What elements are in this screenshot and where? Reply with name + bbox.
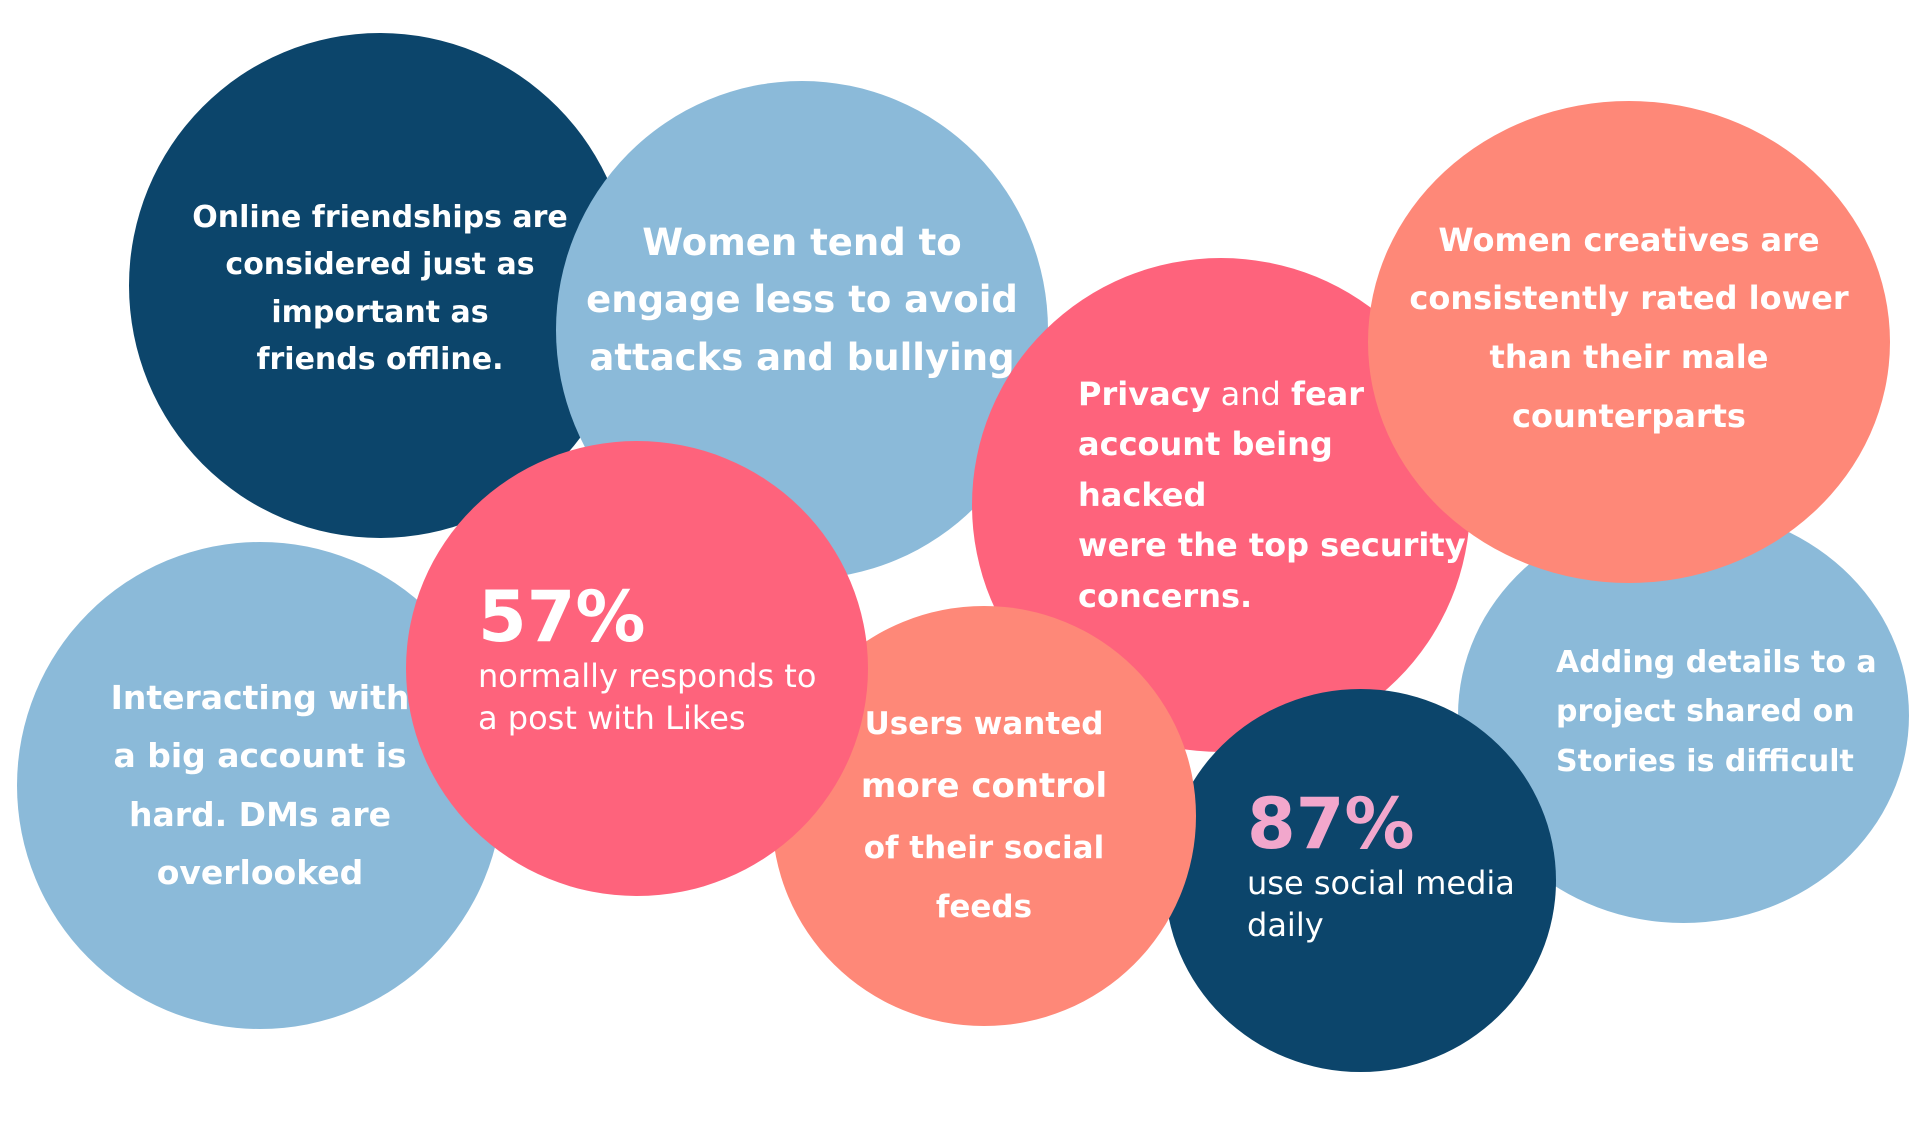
text-line: Stories is difficult [1556, 743, 1854, 779]
text-line: Interacting with [110, 678, 410, 718]
bubble-stat-57: 57% normally responds to a post with Lik… [406, 441, 868, 896]
text-line: Users wanted [864, 706, 1104, 743]
stat-description-line: a post with Likes [478, 698, 746, 737]
bubble-women-creatives: Women creatives are consistently rated l… [1368, 101, 1890, 583]
text-line: Women tend to [642, 220, 962, 264]
bubble-text: Adding details to a project shared on St… [1556, 638, 1877, 786]
bubble-stat-87: 87% use social media daily [1165, 689, 1556, 1072]
bubble-text: Users wanted more control of their socia… [861, 695, 1107, 936]
stat-description-line: daily [1247, 905, 1324, 944]
text-line: of their social [863, 829, 1105, 866]
text-line: were the top security [1078, 526, 1466, 565]
text-line: consistently rated lower [1409, 279, 1849, 318]
text-line: friends offline. [256, 341, 504, 377]
bubble-text: Privacy and fear of account being hacked… [1078, 369, 1470, 622]
text-line: attacks and bullying [589, 335, 1015, 379]
text-line: considered just as [225, 247, 535, 283]
text-line: Online friendships are [192, 200, 568, 236]
text-line: project shared on [1556, 694, 1855, 730]
text-plain: and [1210, 374, 1292, 413]
text-line: a big account is [113, 736, 407, 776]
text-line: counterparts [1512, 396, 1746, 435]
bubble-women-engage: Women tend to engage less to avoid attac… [556, 81, 1048, 579]
stat-description-line: normally responds to [478, 657, 817, 695]
bubble-text: Women tend to engage less to avoid attac… [586, 214, 1018, 386]
stat-value: 57% [478, 576, 646, 658]
text-line: Adding details to a [1556, 645, 1877, 681]
text-line: Women creatives are [1438, 220, 1820, 259]
text-line: important as [271, 294, 489, 330]
text-line: hard. DMs are [129, 794, 391, 834]
bubble-text: Online friendships are considered just a… [192, 194, 568, 382]
text-line: than their male [1489, 338, 1769, 376]
stat-value: 87% [1247, 783, 1415, 865]
text-emphasis: Privacy [1078, 374, 1211, 413]
text-line-emphasis: engage less to avoid [586, 278, 1018, 322]
text-line-emphasis: account being hacked [1078, 425, 1333, 514]
bubble-text: Women creatives are consistently rated l… [1409, 211, 1848, 445]
text-line: overlooked [156, 852, 364, 892]
text-line: feeds [935, 888, 1033, 925]
text-line: Privacy and fear of [1078, 369, 1470, 420]
stat-description-line: use social media [1247, 864, 1515, 902]
bubble-online-friendships: Online friendships are considered just a… [129, 33, 631, 538]
text-line: concerns. [1078, 576, 1253, 615]
text-line-emphasis: more control [860, 766, 1108, 807]
bubble-text: Interacting with a big account is hard. … [111, 669, 410, 901]
